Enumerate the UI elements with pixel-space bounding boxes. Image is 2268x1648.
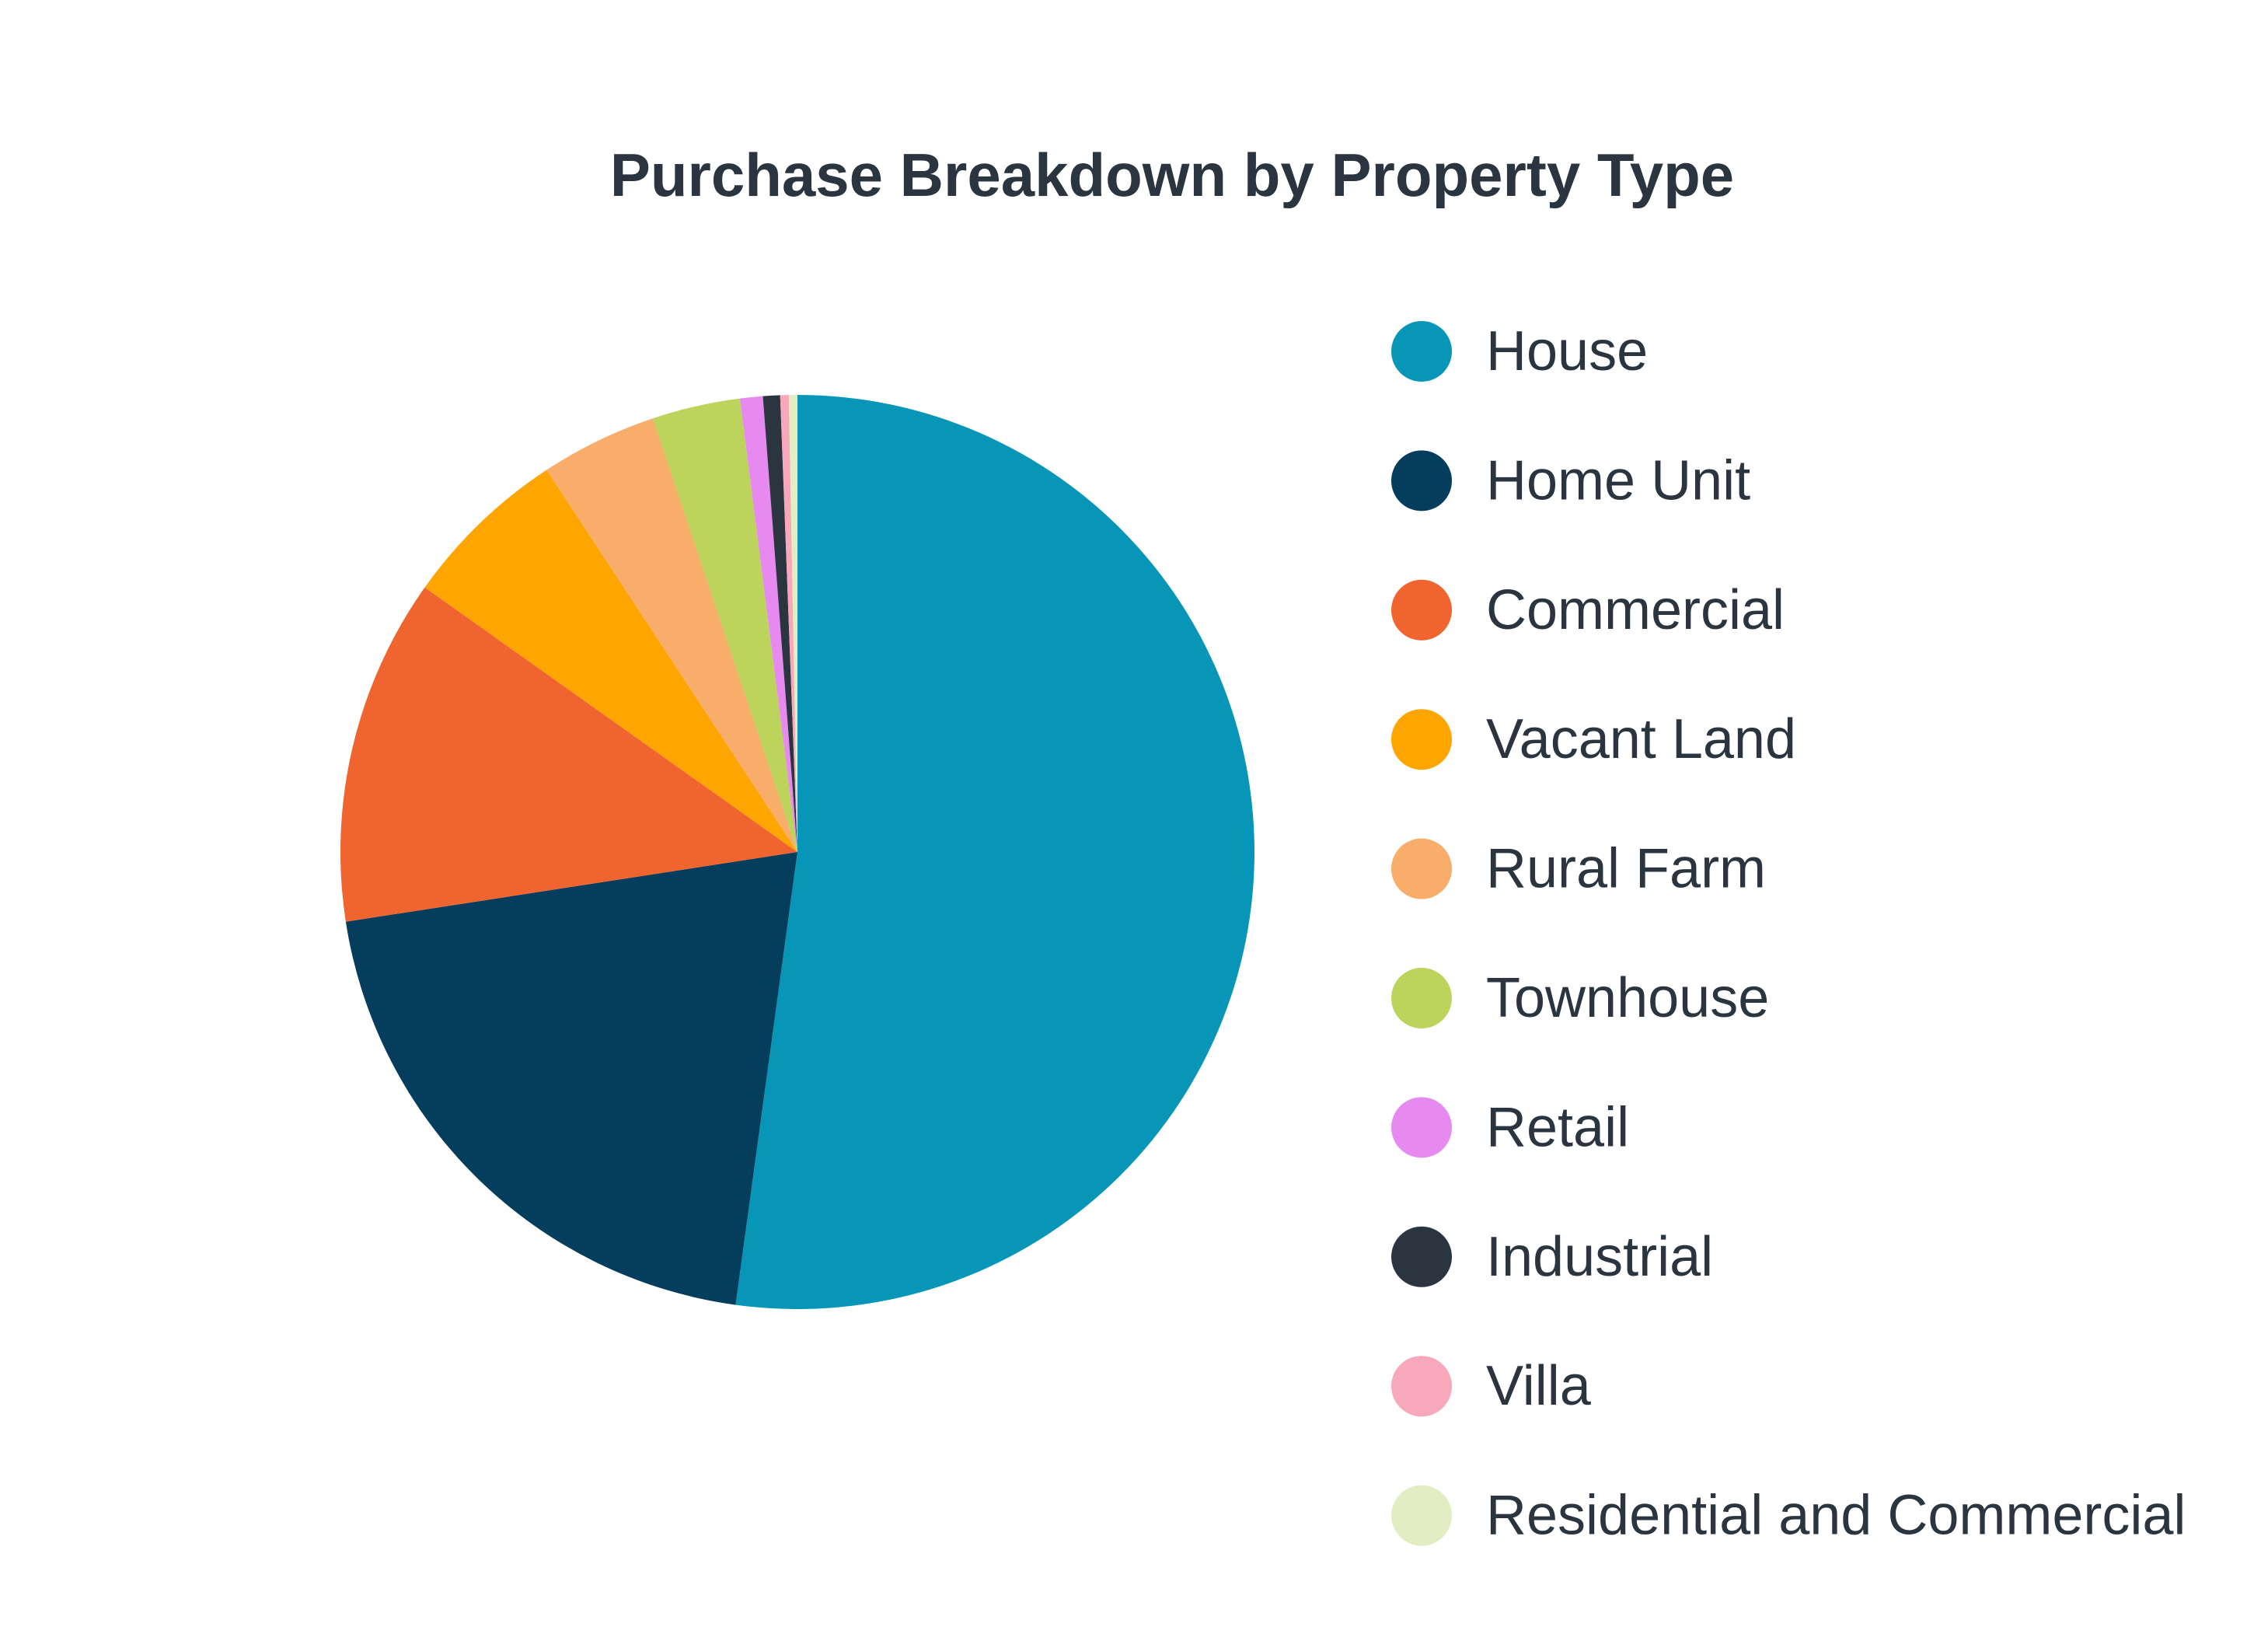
legend-swatch bbox=[1391, 450, 1452, 512]
legend: House Home Unit Commercial Vacant Land Rural… bbox=[1391, 320, 2186, 1547]
pie-slices bbox=[340, 395, 1254, 1309]
legend-label: Industrial bbox=[1486, 1226, 1713, 1288]
legend-item-rural-farm: Rural Farm bbox=[1391, 838, 1766, 900]
legend-item-villa: Villa bbox=[1391, 1355, 1592, 1417]
legend-swatch bbox=[1391, 838, 1452, 899]
pie-slice-townhouse bbox=[652, 398, 797, 852]
legend-swatch bbox=[1391, 579, 1452, 641]
legend-label: Retail bbox=[1486, 1096, 1629, 1158]
pie-slice-rural-farm bbox=[546, 418, 797, 852]
legend-item-commercial: Commercial bbox=[1391, 579, 1785, 641]
legend-item-residential-and-commercial: Residential and Commercial bbox=[1391, 1485, 2186, 1547]
legend-swatch bbox=[1391, 709, 1452, 770]
pie-slice-villa bbox=[780, 395, 797, 853]
legend-item-townhouse: Townhouse bbox=[1391, 967, 1769, 1029]
legend-label: House bbox=[1486, 320, 1648, 382]
pie-slice-home-unit bbox=[345, 852, 797, 1305]
pie-slice-industrial bbox=[762, 395, 797, 852]
pie-slice-residential-and-commercial bbox=[788, 395, 797, 852]
legend-swatch bbox=[1391, 1485, 1452, 1546]
legend-label: Villa bbox=[1486, 1355, 1592, 1417]
pie-slice-commercial bbox=[340, 587, 797, 922]
legend-item-house: House bbox=[1391, 320, 1648, 382]
legend-swatch bbox=[1391, 1356, 1452, 1417]
legend-item-retail: Retail bbox=[1391, 1096, 1629, 1158]
legend-swatch bbox=[1391, 321, 1452, 382]
legend-item-home-unit: Home Unit bbox=[1391, 449, 1750, 512]
pie-slice-vacant-land bbox=[424, 470, 797, 852]
pie-slice-house bbox=[735, 395, 1254, 1309]
legend-label: Rural Farm bbox=[1486, 838, 1766, 900]
legend-label: Residential and Commercial bbox=[1486, 1485, 2186, 1547]
legend-item-vacant-land: Vacant Land bbox=[1391, 708, 1796, 770]
legend-swatch bbox=[1391, 1226, 1452, 1287]
legend-label: Vacant Land bbox=[1486, 708, 1796, 770]
legend-label: Commercial bbox=[1486, 579, 1785, 641]
chart-title: Purchase Breakdown by Property Type bbox=[610, 141, 1734, 209]
legend-label: Townhouse bbox=[1486, 967, 1769, 1029]
pie-slice-retail bbox=[739, 396, 797, 852]
legend-swatch bbox=[1391, 1097, 1452, 1158]
legend-label: Home Unit bbox=[1486, 449, 1750, 512]
legend-item-industrial: Industrial bbox=[1391, 1226, 1713, 1288]
legend-swatch bbox=[1391, 968, 1452, 1028]
